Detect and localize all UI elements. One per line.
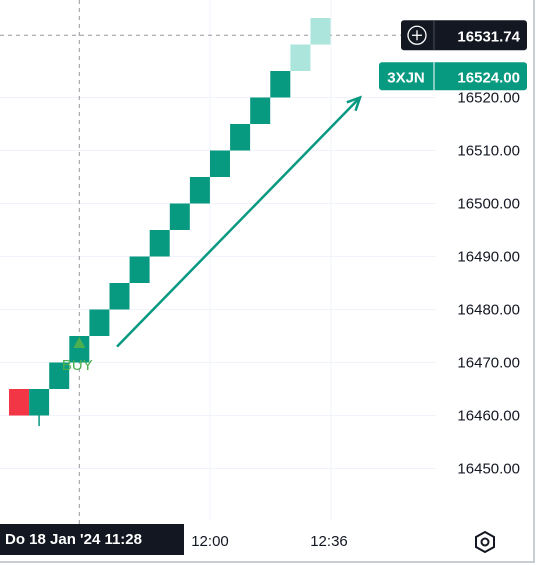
trend-arrow[interactable] <box>116 95 363 348</box>
price-tick-label: 16470.00 <box>457 355 520 372</box>
bricks <box>9 18 331 427</box>
projected-brick <box>290 44 311 71</box>
crosshair-price-label: 16531.74 <box>457 28 520 45</box>
renko-brick <box>169 203 190 230</box>
trend-arrow-head <box>346 95 363 112</box>
buy-signal-label: BUY <box>62 357 93 374</box>
projected-brick <box>310 18 331 45</box>
price-tick-label: 16510.00 <box>457 143 520 160</box>
crosshair-time-badge: Do 18 Jan '24 11:28 <box>0 524 184 555</box>
renko-brick <box>89 309 110 336</box>
renko-brick <box>210 150 230 177</box>
renko-brick <box>29 389 50 416</box>
price-tick-label: 16460.00 <box>457 408 520 425</box>
time-tick-label: 12:00 <box>191 533 229 550</box>
add-plus-icon <box>407 25 427 45</box>
renko-brick <box>230 124 251 151</box>
settings-hexagon-icon[interactable] <box>472 529 498 555</box>
grid-lines <box>0 0 436 520</box>
crosshair-price-badge <box>401 20 527 51</box>
renko-brick <box>49 362 70 389</box>
price-tick-label: 16480.00 <box>457 302 520 319</box>
price-tick-label: 16490.00 <box>457 249 520 266</box>
buy-arrow-icon <box>73 336 86 348</box>
buy-signal: BUY <box>62 336 93 374</box>
trend-arrow-line <box>116 96 361 348</box>
renko-brick <box>270 71 291 98</box>
renko-brick <box>149 230 170 257</box>
renko-brick <box>69 336 90 363</box>
price-tick-label: 16500.00 <box>457 196 520 213</box>
crosshair-time-label: Do 18 Jan '24 11:28 <box>5 531 142 548</box>
price-tick-label: 16450.00 <box>457 461 520 478</box>
price-badges: 16531.74 3XJN 16524.00 <box>379 20 527 91</box>
crosshair <box>0 0 436 524</box>
last-price-badge <box>379 62 527 91</box>
renko-brick <box>109 283 130 310</box>
symbol-label: 3XJN <box>387 69 425 86</box>
price-axis[interactable]: 16450.00 16460.00 16470.00 16480.00 16490.00… <box>457 90 520 478</box>
price-tick-label: 16520.00 <box>457 90 520 107</box>
time-axis[interactable]: 12:00 12:36 <box>191 533 348 550</box>
renko-brick <box>250 97 271 124</box>
renko-brick <box>129 256 150 283</box>
time-tick-label: 12:36 <box>310 533 348 550</box>
last-price-label: 16524.00 <box>457 69 520 86</box>
renko-brick <box>9 389 29 416</box>
renko-brick <box>189 177 210 204</box>
